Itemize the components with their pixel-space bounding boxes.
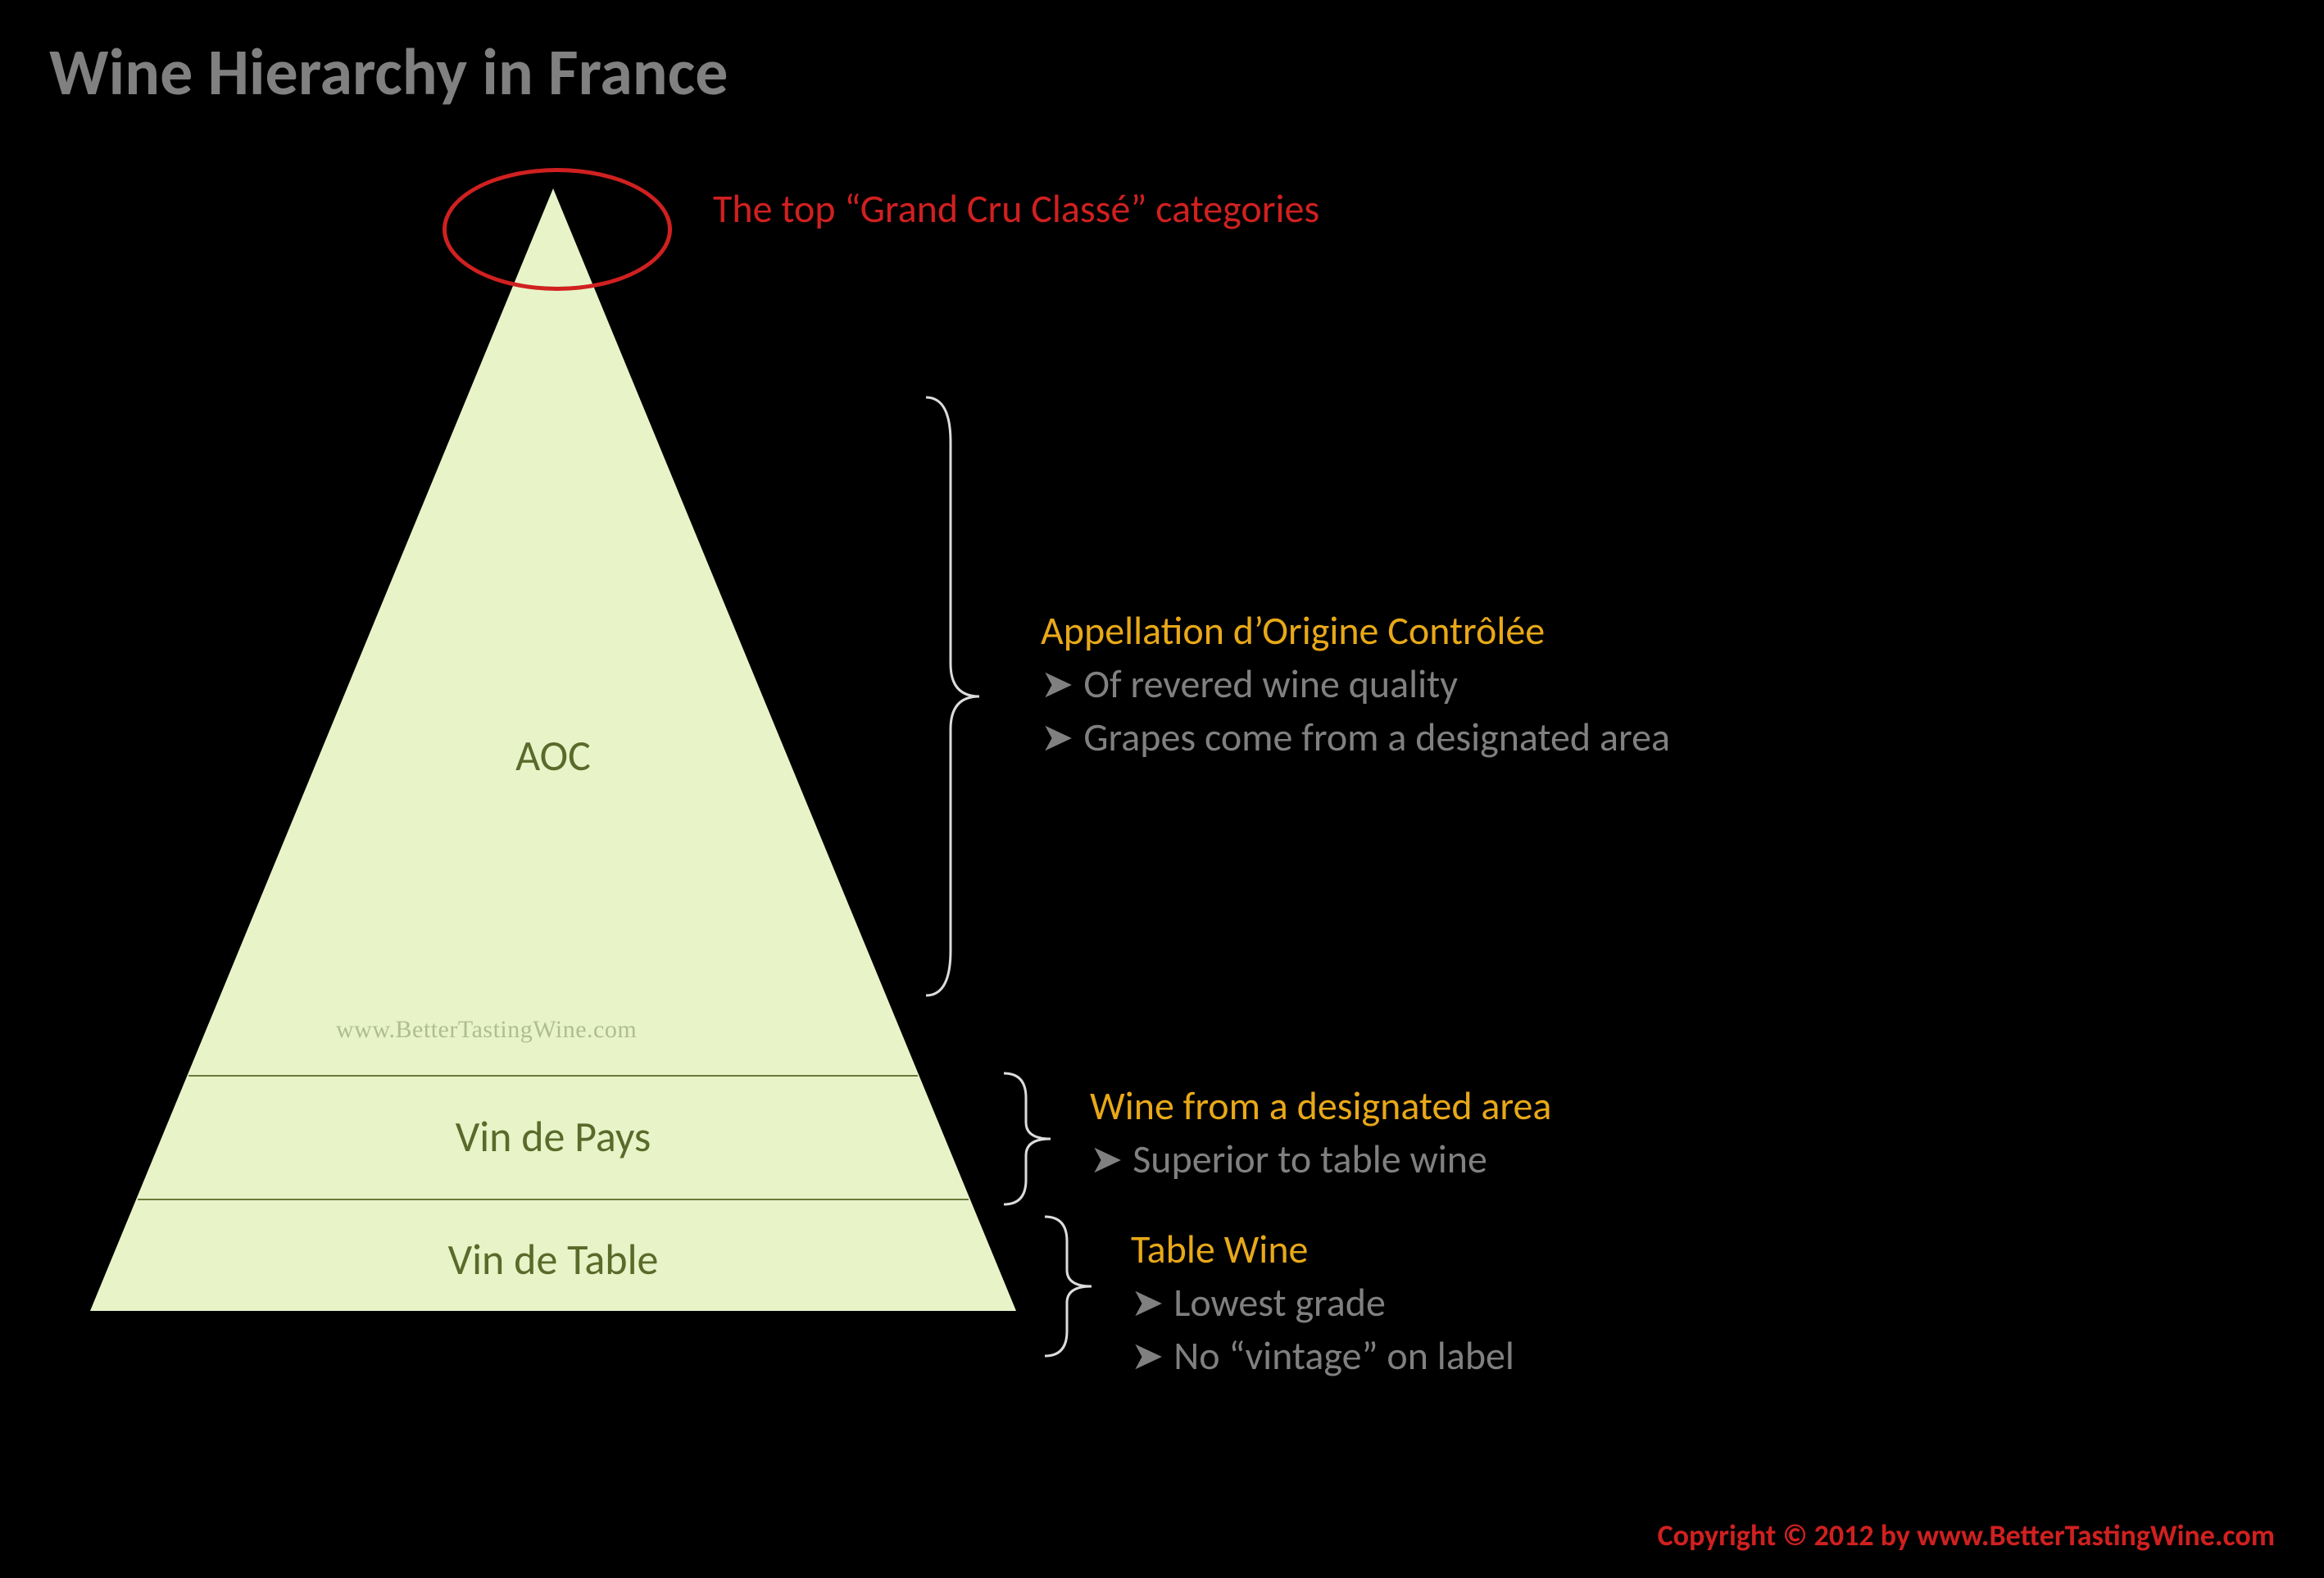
pyramid-label-vdp: Vin de Pays [90, 1110, 1016, 1163]
annotation-title: Table Wine [1131, 1225, 1514, 1273]
pyramid-divider-2 [138, 1199, 969, 1200]
brace-vdt [1033, 1213, 1098, 1360]
annotation-point: ➤Grapes come from a designated area [1041, 713, 1670, 761]
annotation-point: ➤Of revered wine quality [1041, 660, 1670, 708]
annotation-vdt: Table Wine ➤Lowest grade ➤No “vintage” o… [1131, 1225, 1514, 1380]
pyramid-label-aoc: AOC [90, 729, 1016, 782]
pyramid: AOC Vin de Pays Vin de Table www.BetterT… [90, 188, 1016, 1311]
annotation-title: Appellation d’Origine Contrôlée [1041, 606, 1670, 655]
annotation-point: ➤No “vintage” on label [1131, 1331, 1514, 1380]
watermark: www.BetterTastingWine.com [336, 1016, 637, 1044]
annotation-point: ➤Lowest grade [1131, 1278, 1514, 1326]
annotation-aoc: Appellation d’Origine Contrôlée ➤Of reve… [1041, 606, 1670, 761]
pyramid-divider-1 [188, 1075, 918, 1077]
bullet-icon: ➤ [1131, 1331, 1164, 1380]
brace-vdp [992, 1069, 1057, 1208]
page-title: Wine Hierarchy in France [49, 33, 728, 112]
bullet-icon: ➤ [1131, 1278, 1164, 1326]
bullet-icon: ➤ [1041, 713, 1073, 761]
bullet-icon: ➤ [1090, 1135, 1123, 1183]
pyramid-label-vdt: Vin de Table [90, 1233, 1016, 1286]
annotation-text: Lowest grade [1173, 1278, 1386, 1326]
annotation-text: Grapes come from a designated area [1083, 713, 1670, 761]
apex-ellipse [443, 168, 672, 291]
annotation-title: Wine from a designated area [1090, 1081, 1551, 1130]
annotation-text: No “vintage” on label [1173, 1331, 1514, 1380]
brace-aoc [910, 393, 983, 1000]
annotation-text: Of revered wine quality [1083, 660, 1458, 708]
annotation-text: Superior to table wine [1132, 1135, 1487, 1183]
bullet-icon: ➤ [1041, 660, 1073, 708]
apex-callout: The top “Grand Cru Classé” categories [713, 184, 1319, 233]
copyright: Copyright © 2012 by www.BetterTastingWin… [1658, 1517, 2275, 1553]
annotation-vdp: Wine from a designated area ➤Superior to… [1090, 1081, 1551, 1183]
annotation-point: ➤Superior to table wine [1090, 1135, 1551, 1183]
